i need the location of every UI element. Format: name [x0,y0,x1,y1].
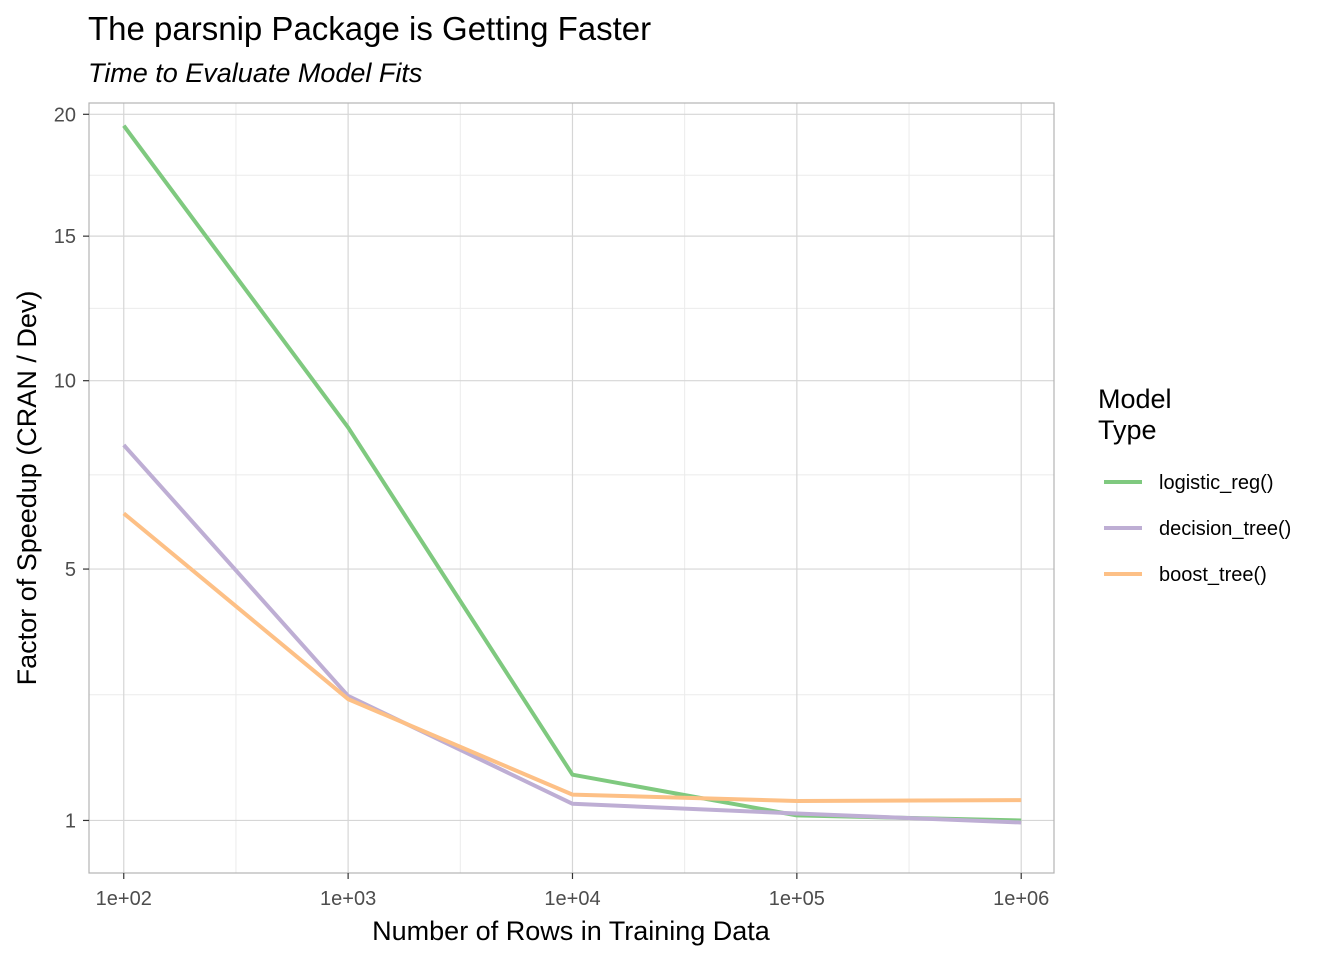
legend-label-1: decision_tree() [1159,518,1291,540]
minor-gridlines [89,103,1054,873]
legend-title-line-1: Model [1098,384,1172,414]
major-gridlines [89,103,1054,873]
plot-panel [89,103,1054,873]
legend-label-2: boost_tree() [1159,564,1267,586]
x-tick-label: 1e+05 [769,888,825,910]
legend: Model Type logistic_reg() decision_tree()… [1098,384,1291,586]
chart-subtitle: Time to Evaluate Model Fits [88,58,422,88]
y-tick-label: 15 [54,226,76,248]
y-tick-label: 1 [65,810,76,832]
plot-panel-border [88,102,1055,874]
y-tick-label: 5 [65,559,76,581]
x-tick-label: 1e+03 [320,888,376,910]
legend-title-line-2: Type [1098,415,1157,445]
x-tick-label: 1e+02 [96,888,152,910]
legend-label-0: logistic_reg() [1159,472,1273,494]
series-line-1 [122,443,1022,825]
x-axis-title: Number of Rows in Training Data [372,916,771,946]
series-lines [122,124,1022,825]
y-tick-label: 10 [54,371,76,393]
x-tick-label: 1e+06 [993,888,1049,910]
x-axis: 1e+02 1e+03 1e+04 1e+05 1e+06 [96,873,1049,910]
legend-items: logistic_reg() decision_tree() boost_tree(… [1104,472,1291,586]
y-tick-label: 20 [54,104,76,126]
x-tick-label: 1e+04 [544,888,600,910]
y-axis-title: Factor of Speedup (CRAN / Dev) [12,291,42,686]
series-line-2 [122,511,1022,803]
chart-title: The parsnip Package is Getting Faster [88,10,651,47]
